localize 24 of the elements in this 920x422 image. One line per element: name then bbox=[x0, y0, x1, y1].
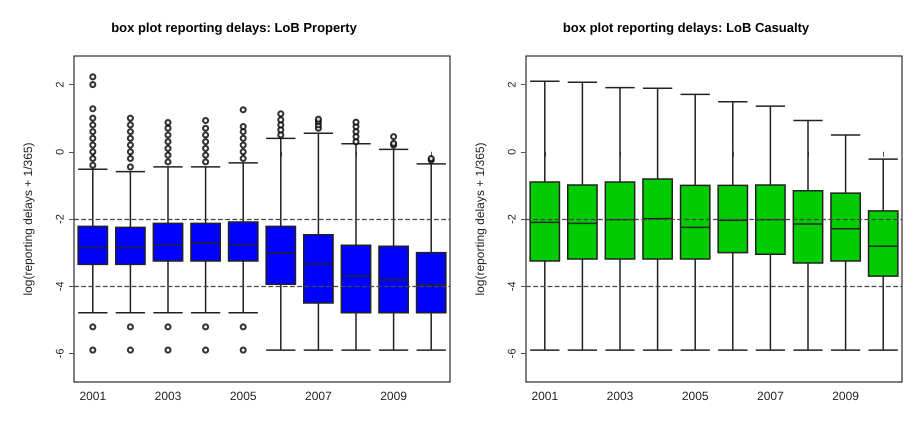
x-tick-label: 2009 bbox=[832, 389, 860, 403]
y-tick-label: -4 bbox=[54, 281, 66, 292]
y-axis-title: log(reporting delays + 1/365) bbox=[473, 142, 487, 296]
x-tick-label: 2007 bbox=[305, 389, 332, 403]
y-tick-label: -6 bbox=[54, 348, 66, 358]
x-tick-label: 2005 bbox=[682, 389, 709, 403]
y-tick-label: -2 bbox=[54, 214, 66, 224]
chart-title: box plot reporting delays: LoB Property bbox=[111, 20, 358, 35]
x-tick-label: 2009 bbox=[380, 389, 408, 403]
chart-title: box plot reporting delays: LoB Casualty bbox=[562, 20, 810, 35]
y-tick-label: 0 bbox=[506, 148, 518, 155]
y-tick-label: -6 bbox=[506, 348, 518, 358]
y-tick-label: -2 bbox=[506, 214, 518, 224]
x-tick-label: 2007 bbox=[757, 389, 784, 403]
y-tick-label: 0 bbox=[54, 148, 66, 155]
y-axis-title: log(reporting delays + 1/365) bbox=[21, 142, 35, 296]
x-tick-label: 2001 bbox=[531, 389, 558, 403]
x-tick-label: 2003 bbox=[606, 389, 634, 403]
x-tick-label: 2003 bbox=[154, 389, 182, 403]
x-tick-label: 2005 bbox=[230, 389, 257, 403]
y-tick-label: -4 bbox=[506, 281, 518, 292]
x-tick-label: 2001 bbox=[79, 389, 106, 403]
y-tick-label: 2 bbox=[506, 82, 518, 88]
y-tick-label: 2 bbox=[54, 82, 66, 88]
